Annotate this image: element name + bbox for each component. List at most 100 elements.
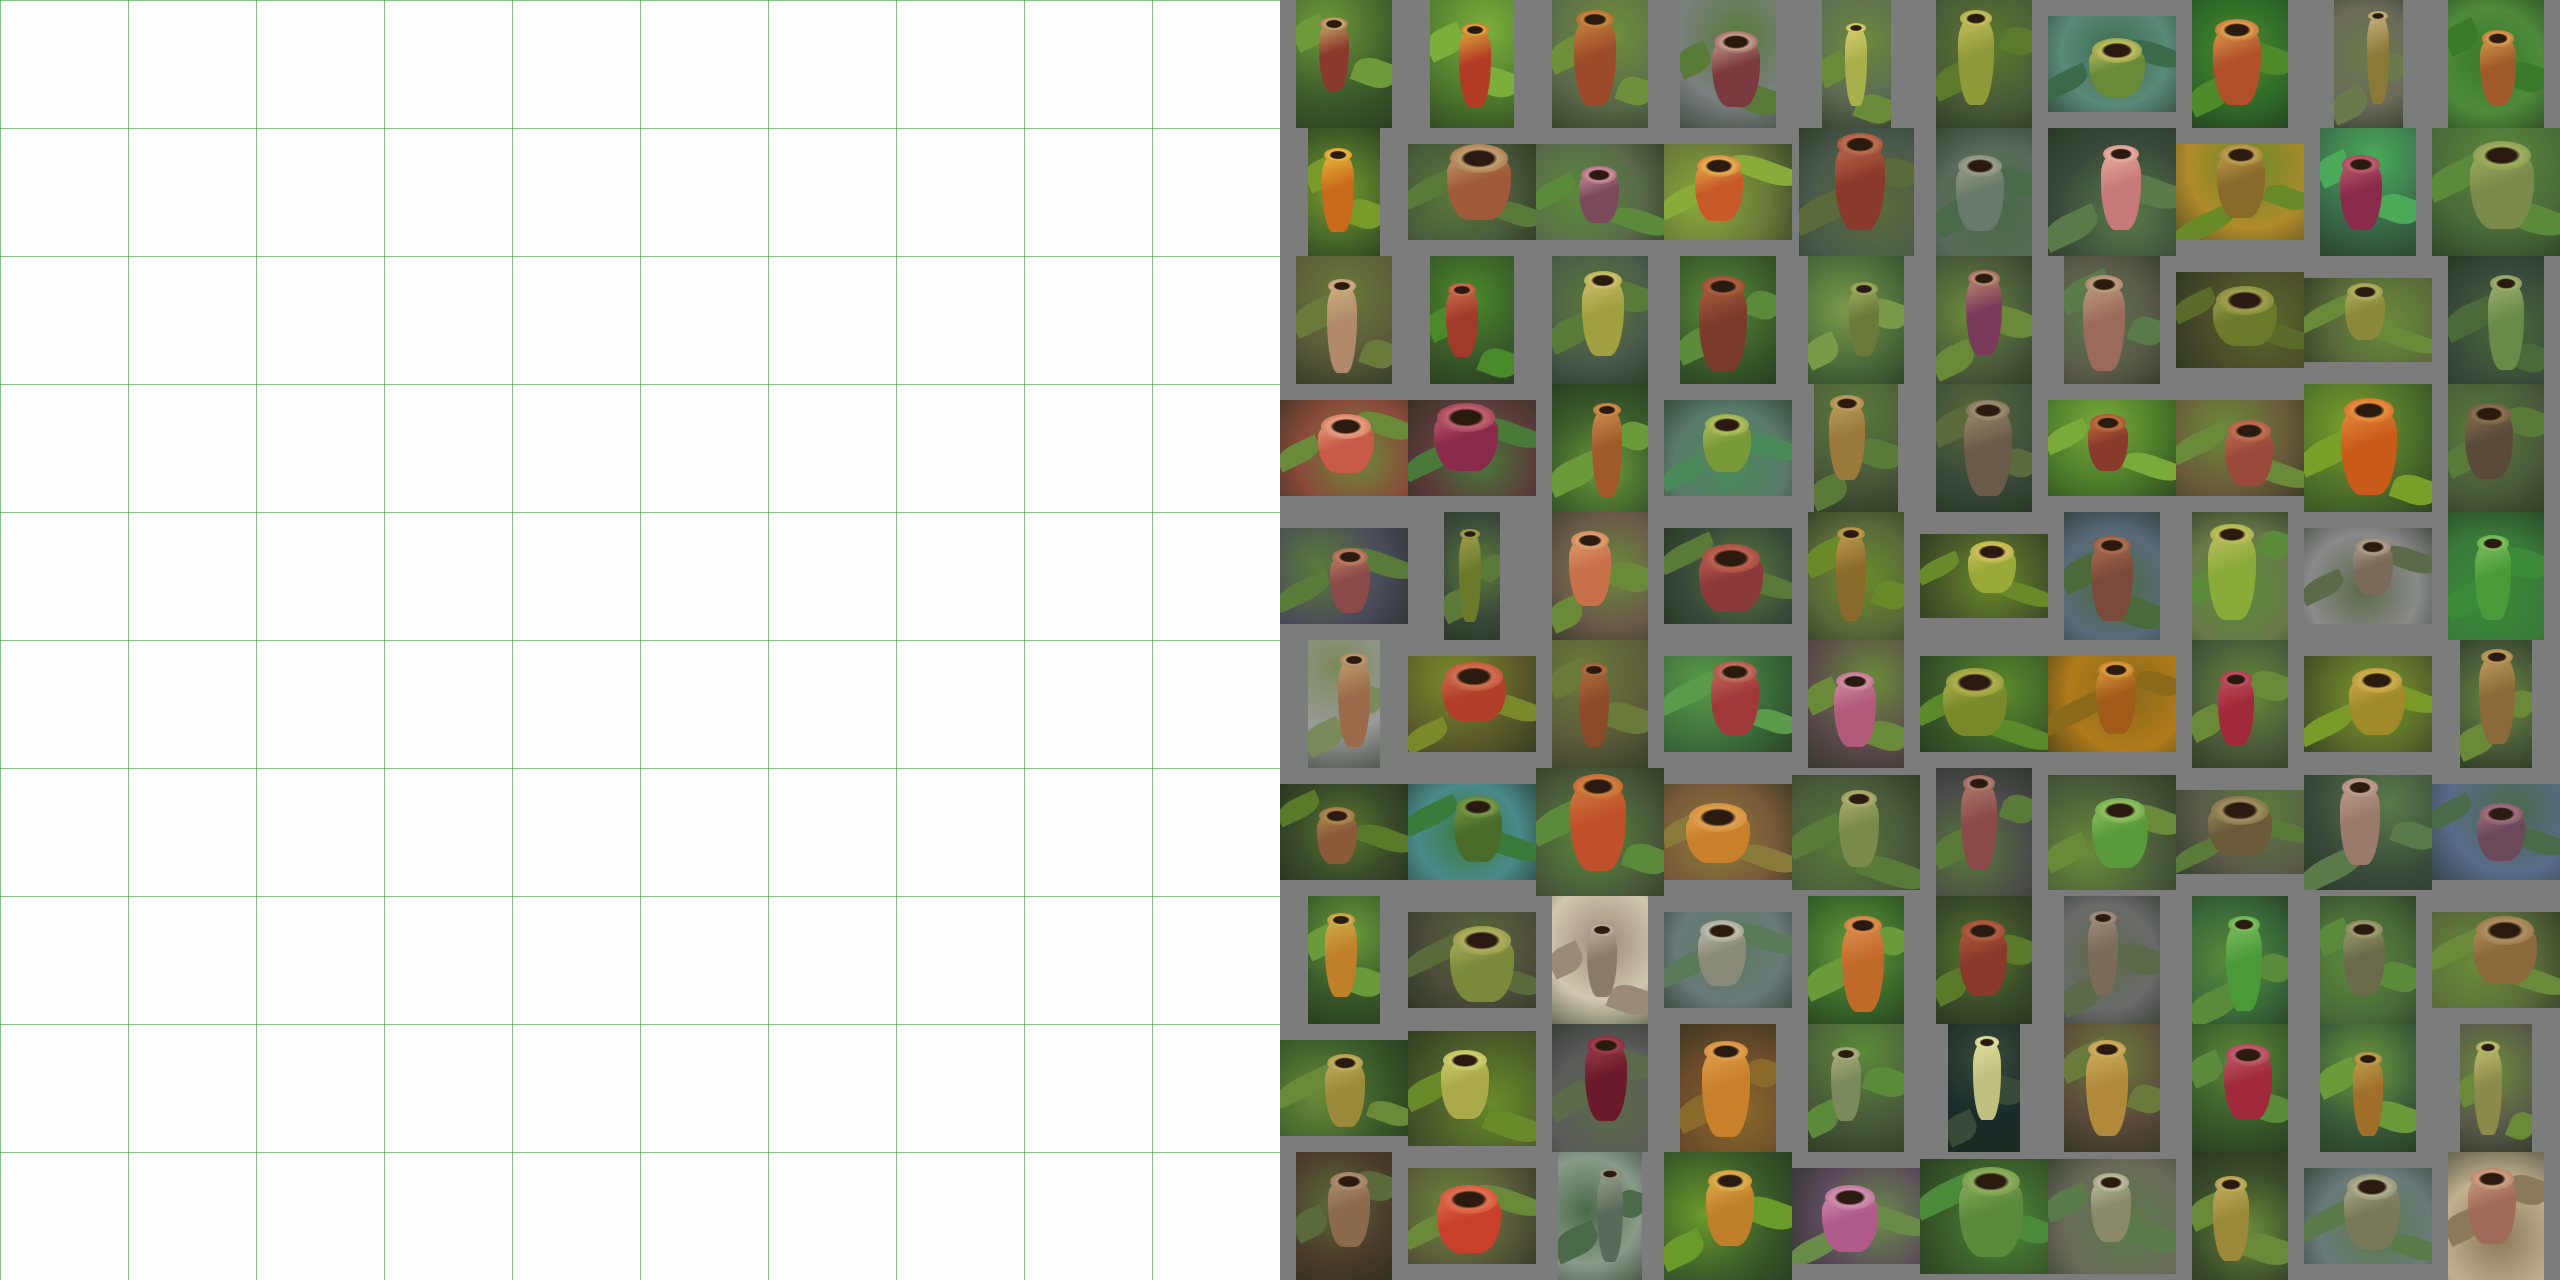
pitcher-plant-photo (2304, 528, 2432, 624)
collage-cell (2304, 768, 2432, 896)
pitcher-plant-photo (1936, 384, 2032, 512)
collage-cell (1920, 768, 2048, 896)
pitcher-plant-photo (1552, 256, 1648, 384)
pitcher-plant-photo (2304, 774, 2432, 890)
collage-cell (1920, 1152, 2048, 1280)
collage-cell (2048, 0, 2176, 128)
collage-cell (1920, 640, 2048, 768)
pitcher-plant-photo (1808, 512, 1904, 640)
collage-cell (1280, 1024, 1408, 1152)
collage-cell (2432, 1024, 2560, 1152)
collage-cell (1664, 896, 1792, 1024)
pitcher-plant-photo (1308, 640, 1380, 768)
pitcher-plant-photo (1552, 384, 1648, 512)
collage-cell (1792, 768, 1920, 896)
collage-cell (1536, 128, 1664, 256)
pitcher-plant-photo (2448, 256, 2544, 384)
collage-cell (1408, 128, 1536, 256)
collage-cell (2432, 896, 2560, 1024)
pitcher-plant-photo (1936, 128, 2032, 256)
pitcher-plant-photo (1444, 512, 1500, 640)
pitcher-plant-photo (1792, 1168, 1920, 1264)
collage-cell (2432, 384, 2560, 512)
pitcher-plant-photo (1936, 896, 2032, 1024)
pitcher-plant-photo (1948, 1024, 2020, 1152)
pitcher-plant-photo (1408, 784, 1536, 880)
pitcher-plant-photo (2176, 272, 2304, 368)
pitcher-plant-photo (1408, 1030, 1536, 1146)
collage-cell (1280, 256, 1408, 384)
pitcher-plant-photo (2320, 896, 2416, 1024)
collage-cell (2176, 0, 2304, 128)
collage-cell (2304, 512, 2432, 640)
pitcher-plant-photo (1936, 768, 2032, 896)
pitcher-plant-photo (2064, 896, 2160, 1024)
collage-cell (2048, 640, 2176, 768)
collage-cell (1792, 896, 1920, 1024)
collage-cell (1280, 896, 1408, 1024)
pitcher-plant-photo (1814, 384, 1898, 512)
pitcher-plant-photo (1664, 1152, 1792, 1280)
pitcher-plant-photo (1798, 128, 1914, 256)
collage-cell (2432, 512, 2560, 640)
collage-cell (1536, 768, 1664, 896)
blank-grid-panel (0, 0, 1280, 1280)
collage-cell (1536, 896, 1664, 1024)
pitcher-plant-photo (1808, 896, 1904, 1024)
collage-cell (2304, 1024, 2432, 1152)
collage-cell (1664, 256, 1792, 384)
collage-cell (2176, 384, 2304, 512)
pitcher-plant-photo (1808, 256, 1904, 384)
collage-cell (2176, 256, 2304, 384)
collage-cell (2432, 1152, 2560, 1280)
collage-cell (2432, 0, 2560, 128)
pitcher-plant-photo (1664, 400, 1792, 496)
pitcher-plant-photo (1552, 512, 1648, 640)
pitcher-plant-photo (1408, 912, 1536, 1008)
pitcher-plant-photo (1920, 534, 2048, 618)
collage-cell (1280, 512, 1408, 640)
pitcher-plant-photo (2192, 1024, 2288, 1152)
collage-cell (2176, 1152, 2304, 1280)
collage-cell (1664, 128, 1792, 256)
pitcher-plant-photo (2048, 656, 2176, 752)
pitcher-plant-photo (2048, 128, 2176, 256)
pitcher-plant-photo (1280, 1040, 1408, 1136)
collage-cell (1408, 1024, 1536, 1152)
pitcher-plant-photo (1296, 1152, 1392, 1280)
collage-cell (1920, 128, 2048, 256)
collage-cell (2048, 128, 2176, 256)
collage-cell (2304, 0, 2432, 128)
collage-cell (1536, 256, 1664, 384)
collage-cell (1280, 128, 1408, 256)
collage-cell (1664, 1152, 1792, 1280)
pitcher-plant-photo (2192, 640, 2288, 768)
pitcher-plant-photo (1664, 656, 1792, 752)
collage-cell (1792, 256, 1920, 384)
pitcher-plant-photo (2064, 1024, 2160, 1152)
pitcher-plant-photo (2064, 256, 2160, 384)
pitcher-plant-photo (1936, 256, 2032, 384)
pitcher-plant-photo (2304, 384, 2432, 512)
collage-cell (1408, 384, 1536, 512)
collage-cell (2176, 512, 2304, 640)
collage-cell (1920, 896, 2048, 1024)
collage-cell (1664, 512, 1792, 640)
pitcher-plant-photo (2048, 1158, 2176, 1274)
pitcher-plant-photo (1664, 784, 1792, 880)
pitcher-plant-photo (1280, 784, 1408, 880)
collage-cell (2048, 1024, 2176, 1152)
pitcher-plant-photo (1308, 128, 1380, 256)
pitcher-plant-photo (2320, 1024, 2416, 1152)
pitcher-plant-photo (1920, 1158, 2048, 1274)
collage-cell (1408, 512, 1536, 640)
pitcher-plant-photo (2192, 0, 2288, 128)
pitcher-plant-photo (2304, 1168, 2432, 1264)
pitcher-plant-photo (2176, 400, 2304, 496)
pitcher-plant-photo (1792, 774, 1920, 890)
collage-cell (1280, 0, 1408, 128)
pitcher-plant-photo (2460, 1024, 2532, 1152)
pitcher-plant-photo (1664, 912, 1792, 1008)
pitcher-plant-photo (1536, 768, 1664, 896)
